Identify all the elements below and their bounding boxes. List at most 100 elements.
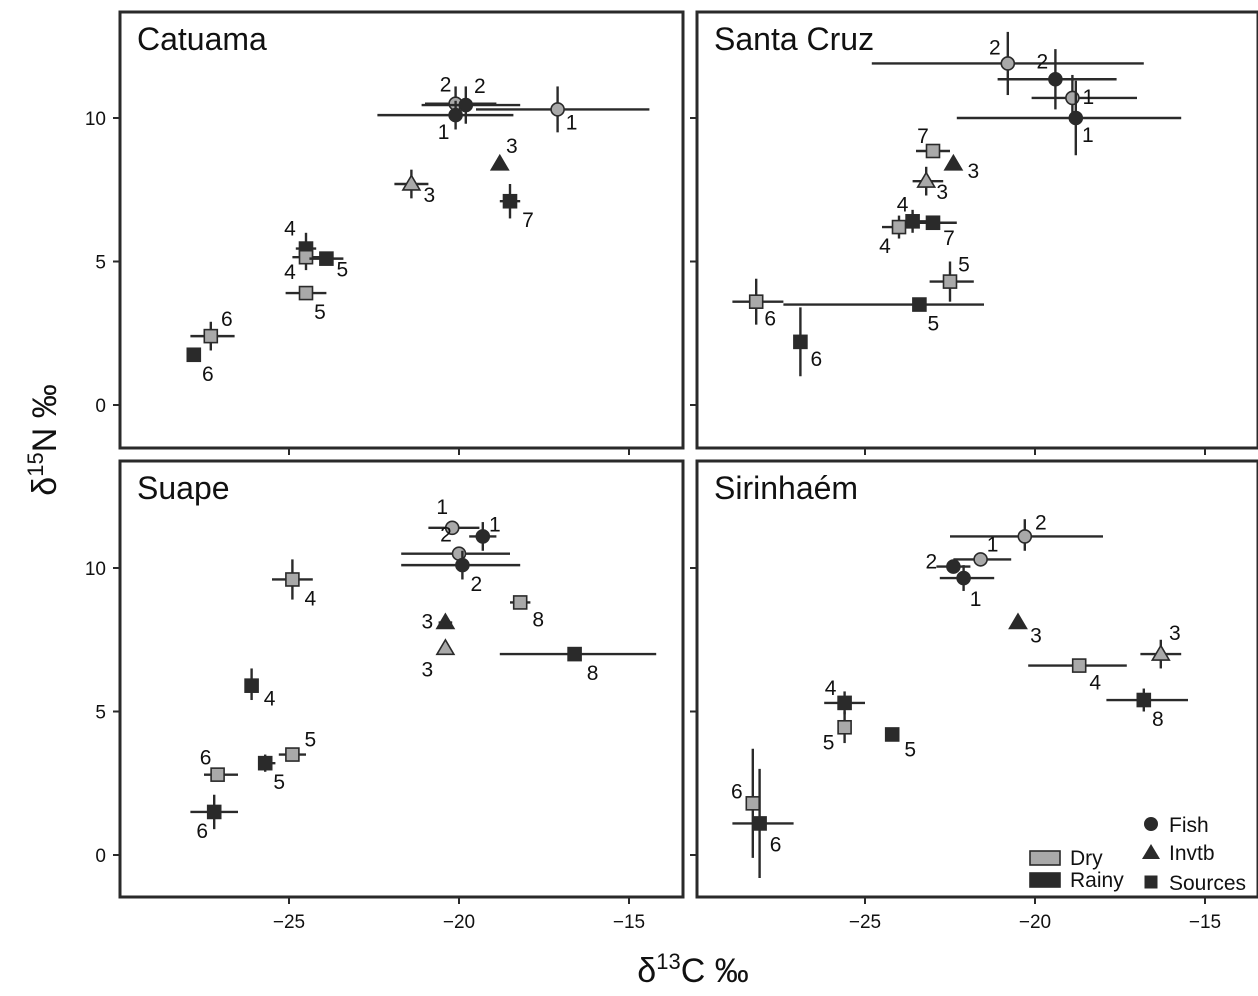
point-label: 1 [1083,86,1095,109]
x-tick-label: −20 [443,912,475,933]
point-label: 5 [958,254,970,277]
point-label: 7 [917,125,929,148]
invtb-marker [1150,644,1171,661]
point-label: 5 [823,731,835,754]
point-label: 2 [1037,50,1049,73]
point-label: 4 [897,193,909,216]
point-label: 7 [943,227,955,250]
y-tick-label: 10 [85,559,106,580]
point-label: 1 [566,111,578,134]
data-point [489,153,510,171]
point-label: 4 [825,677,837,700]
point-label: 5 [273,771,285,794]
y-axis-title: δ15N ‰ [23,384,64,495]
data-point [732,278,784,325]
plot-area [732,519,1188,878]
y-tick-label: 5 [95,253,106,274]
legend-label-invtb: Invtb [1169,842,1215,865]
fish-marker [946,559,961,574]
panel-frame [118,459,685,899]
data-point [1028,658,1127,673]
data-point [272,559,313,600]
plot-area [732,31,1182,377]
sources-marker [319,251,334,266]
sources-marker [186,347,202,363]
invtb-marker [489,153,510,171]
data-point [871,31,1144,96]
data-point [1008,612,1028,630]
invtb-marker [916,171,937,188]
point-label: 4 [1089,672,1101,695]
data-point [510,595,531,610]
fish-marker [475,529,491,544]
point-label: 2 [440,74,452,97]
point-label: 2 [926,551,938,574]
data-point [244,668,259,701]
sources-marker [203,328,219,344]
sources-marker [1071,658,1087,673]
invtb-marker [435,612,456,630]
invtb-marker [401,173,422,191]
data-point [793,307,808,377]
y-tick-label: 0 [95,396,106,417]
data-point [204,767,238,782]
data-point [950,519,1103,551]
point-label: 6 [731,780,743,803]
sources-marker [884,727,900,742]
legend-label-dry: Dry [1070,847,1103,870]
data-point [884,727,900,742]
point-label: 4 [284,261,296,284]
data-point [899,209,927,233]
data-point [428,520,480,536]
sources-marker [210,767,225,782]
fish-marker [1048,71,1063,87]
data-point [435,612,456,630]
data-point [1106,688,1188,712]
data-point [377,100,514,130]
data-point [186,347,202,363]
data-point [278,747,306,762]
x-tick-label: −20 [1019,912,1051,933]
sources-marker [891,219,907,235]
fish-marker [1000,56,1016,71]
x-tick-label: −15 [613,912,645,933]
sources-marker [512,595,528,610]
point-label: 1 [970,588,982,611]
point-label: 7 [522,209,534,232]
data-point [1140,639,1182,669]
data-point [401,550,521,580]
data-point [783,297,984,312]
sources-marker [748,294,764,309]
point-label: 8 [532,608,544,631]
sources-marker [912,297,927,312]
x-tick-label: −25 [849,912,881,933]
point-label: 3 [422,658,434,681]
data-point [435,638,456,656]
legend-invtb-icon [1142,844,1160,859]
data-point [285,285,327,301]
y-tick-label: 0 [95,846,106,867]
invtb-marker [1008,612,1028,630]
fish-marker [455,557,470,573]
point-label: 5 [928,313,940,336]
sources-marker [745,796,761,811]
y-tick-label: 5 [95,703,106,724]
data-point [956,80,1182,156]
legend-label-rainy: Rainy [1070,869,1124,892]
legend-swatch-rainy [1029,872,1061,888]
sources-marker [502,193,518,209]
point-label: 6 [221,308,233,331]
data-point [824,691,865,715]
point-label: 4 [305,587,317,610]
sources-marker [257,755,273,771]
point-label: 5 [337,259,349,282]
sources-marker [837,719,852,735]
data-point [190,321,235,351]
data-point [499,646,657,662]
point-label: 1 [438,121,450,144]
point-label: 4 [264,688,276,711]
